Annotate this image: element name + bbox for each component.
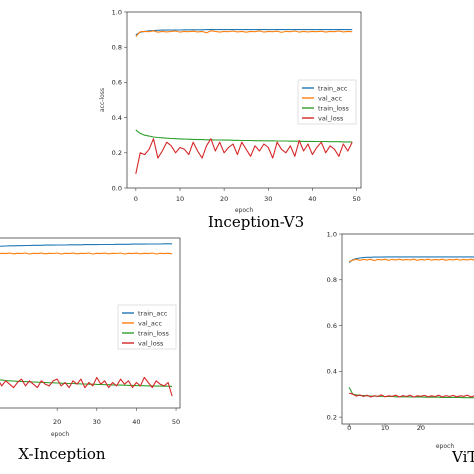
x-tick-label: 10 [381,424,389,432]
x-tick-label: 0 [134,195,138,203]
y-tick-label: 0.8 [112,44,122,52]
x-tick-label: 0 [347,424,351,432]
chart-x-inception: 20 30 40 50 epoch train_acc val_acc train_los… [0,237,181,463]
series-line-val-loss [349,392,474,398]
legend: train_acc val_acc train_loss val_loss [117,304,177,350]
y-tick-label: 0.6 [327,322,337,330]
x-tick-label: 20 [220,195,228,203]
legend-entry: train_loss [318,104,350,112]
legend-entry: val_loss [318,114,344,122]
legend-entry: val_acc [318,94,342,102]
chart-vit: 0.2 0.4 0.6 0.8 1.0 0 10 20 epoch ViT [327,230,474,466]
x-axis-label: epoch [436,443,454,450]
legend-entry: train_loss [138,329,170,337]
x-axis-label: epoch [51,431,69,438]
series-line-val-acc [349,258,474,263]
y-tick-label: 0.4 [327,368,337,376]
x-tick-label: 30 [264,195,272,203]
series-line-train-acc [135,29,353,36]
legend-entry: train_acc [318,84,348,92]
caption: ViT [451,448,474,466]
x-tick-label: 40 [308,195,316,203]
x-tick-label: 50 [352,195,360,203]
series-line-val-acc [135,30,353,37]
x-axis-label: epoch [235,207,253,214]
y-tick-label: 0.0 [112,184,122,192]
legend-entry: train_acc [138,309,168,317]
legend: train_acc val_acc train_loss val_loss [297,79,357,125]
series-line-val-acc [0,252,173,255]
caption: Inception-V3 [208,213,304,231]
legend-entry: val_loss [138,339,164,347]
x-tick-label: 30 [93,418,101,426]
x-tick-label: 20 [417,424,425,432]
x-tick-label: 10 [176,195,184,203]
series-line-train-acc [0,243,173,247]
caption: X-Inception [18,445,106,463]
y-axis-label: acc-loss [99,88,106,112]
plot-frame [341,233,474,425]
series-line-train-loss [135,129,353,143]
series-line-train-acc [348,256,474,264]
y-tick-label: 0.6 [112,79,122,87]
y-tick-label: 1.0 [327,230,337,238]
series-line-val-loss [0,376,173,397]
y-tick-label: 1.0 [112,8,122,16]
y-tick-label: 0.2 [327,413,337,421]
y-tick-label: 0.4 [112,114,122,122]
legend-entry: val_acc [138,319,162,327]
y-tick-label: 0.2 [112,149,122,157]
chart-inception-v3: 0.0 0.2 0.4 0.6 0.8 1.0 0 10 20 30 40 50 epoch acc… [99,8,362,231]
x-tick-label: 50 [172,418,180,426]
series-line-val-loss [135,138,353,175]
x-tick-label: 20 [53,418,61,426]
y-tick-label: 0.8 [327,276,337,284]
x-tick-label: 40 [132,418,140,426]
